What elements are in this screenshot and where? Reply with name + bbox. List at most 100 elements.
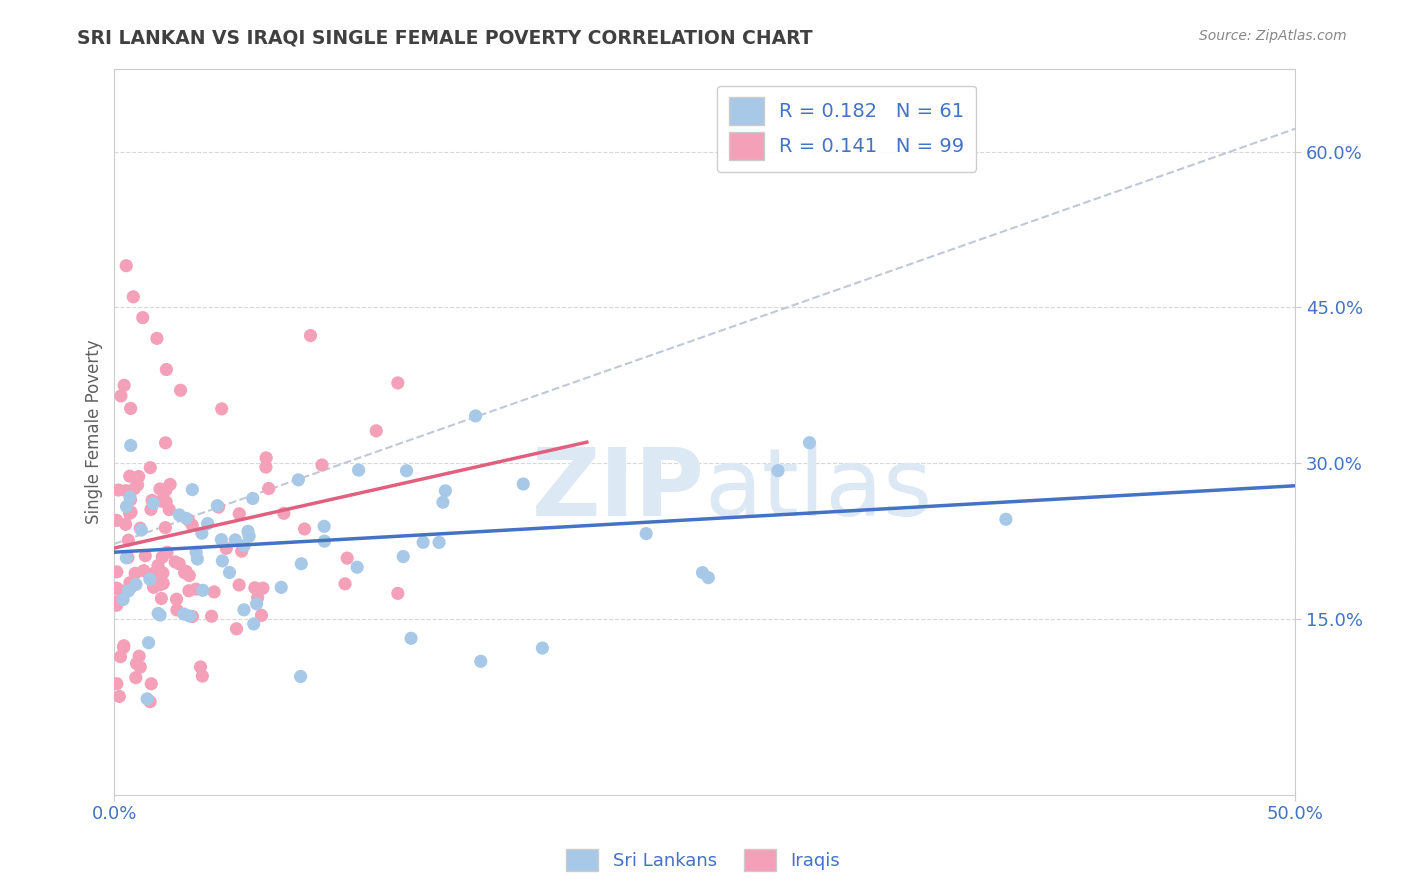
Point: [184, 582, 207, 596]
Point: [139, 460, 162, 475]
Point: [120, 492, 142, 507]
Point: [243, 581, 266, 595]
Point: [165, 555, 187, 569]
Point: [166, 603, 188, 617]
Point: [387, 376, 409, 390]
Point: [190, 660, 212, 674]
Point: [238, 529, 260, 543]
Point: [207, 500, 229, 514]
Point: [155, 495, 177, 509]
Point: [179, 568, 201, 582]
Point: [207, 499, 229, 513]
Y-axis label: Single Female Poverty: Single Female Poverty: [86, 340, 103, 524]
Point: [218, 566, 240, 580]
Point: [225, 622, 247, 636]
Point: [125, 577, 148, 591]
Point: [347, 463, 370, 477]
Point: [233, 539, 256, 553]
Point: [333, 577, 356, 591]
Point: [117, 584, 139, 599]
Point: [139, 572, 162, 586]
Point: [139, 502, 162, 516]
Point: [246, 597, 269, 611]
Point: [224, 533, 246, 547]
Point: [120, 581, 142, 595]
Point: [311, 458, 333, 472]
Point: [166, 592, 188, 607]
Point: [294, 522, 316, 536]
Point: [273, 506, 295, 520]
Legend: Sri Lankans, Iraqis: Sri Lankans, Iraqis: [558, 842, 848, 879]
Point: [636, 526, 658, 541]
Point: [464, 409, 486, 423]
Point: [152, 494, 174, 508]
Point: [115, 500, 138, 514]
Point: [105, 595, 128, 609]
Point: [427, 535, 450, 549]
Point: [118, 507, 141, 521]
Point: [434, 483, 457, 498]
Point: [181, 483, 204, 497]
Point: [139, 695, 162, 709]
Point: [169, 384, 191, 398]
Point: [141, 677, 163, 691]
Point: [395, 464, 418, 478]
Point: [174, 511, 197, 525]
Point: [110, 583, 132, 598]
Point: [155, 521, 177, 535]
Point: [512, 477, 534, 491]
Point: [250, 608, 273, 623]
Point: [142, 496, 165, 510]
Point: [470, 654, 492, 668]
Point: [105, 565, 128, 579]
Point: [112, 592, 135, 607]
Point: [152, 576, 174, 591]
Point: [228, 507, 250, 521]
Point: [136, 691, 159, 706]
Point: [120, 401, 142, 416]
Point: [155, 362, 177, 376]
Point: [128, 649, 150, 664]
Point: [159, 477, 181, 491]
Point: [254, 450, 277, 465]
Point: [124, 566, 146, 581]
Point: [141, 493, 163, 508]
Point: [129, 523, 152, 537]
Text: Source: ZipAtlas.com: Source: ZipAtlas.com: [1199, 29, 1347, 43]
Point: [167, 557, 190, 571]
Point: [346, 560, 368, 574]
Point: [105, 581, 128, 595]
Point: [432, 495, 454, 509]
Point: [181, 518, 204, 533]
Point: [146, 607, 169, 621]
Point: [150, 550, 173, 565]
Point: [236, 524, 259, 539]
Point: [112, 640, 135, 655]
Point: [128, 469, 150, 483]
Point: [117, 550, 139, 565]
Point: [242, 616, 264, 631]
Point: [122, 290, 145, 304]
Point: [287, 473, 309, 487]
Point: [107, 483, 129, 497]
Point: [242, 491, 264, 506]
Point: [155, 483, 177, 498]
Point: [169, 508, 191, 522]
Point: [145, 574, 167, 588]
Point: [186, 552, 208, 566]
Point: [105, 677, 128, 691]
Point: [124, 482, 146, 496]
Point: [179, 609, 201, 624]
Point: [150, 591, 173, 606]
Point: [366, 424, 388, 438]
Point: [105, 513, 128, 527]
Point: [314, 534, 336, 549]
Point: [120, 505, 142, 519]
Point: [202, 585, 225, 599]
Point: [252, 581, 274, 595]
Point: [152, 566, 174, 580]
Point: [149, 578, 172, 592]
Point: [215, 541, 238, 556]
Point: [692, 566, 714, 580]
Point: [184, 545, 207, 559]
